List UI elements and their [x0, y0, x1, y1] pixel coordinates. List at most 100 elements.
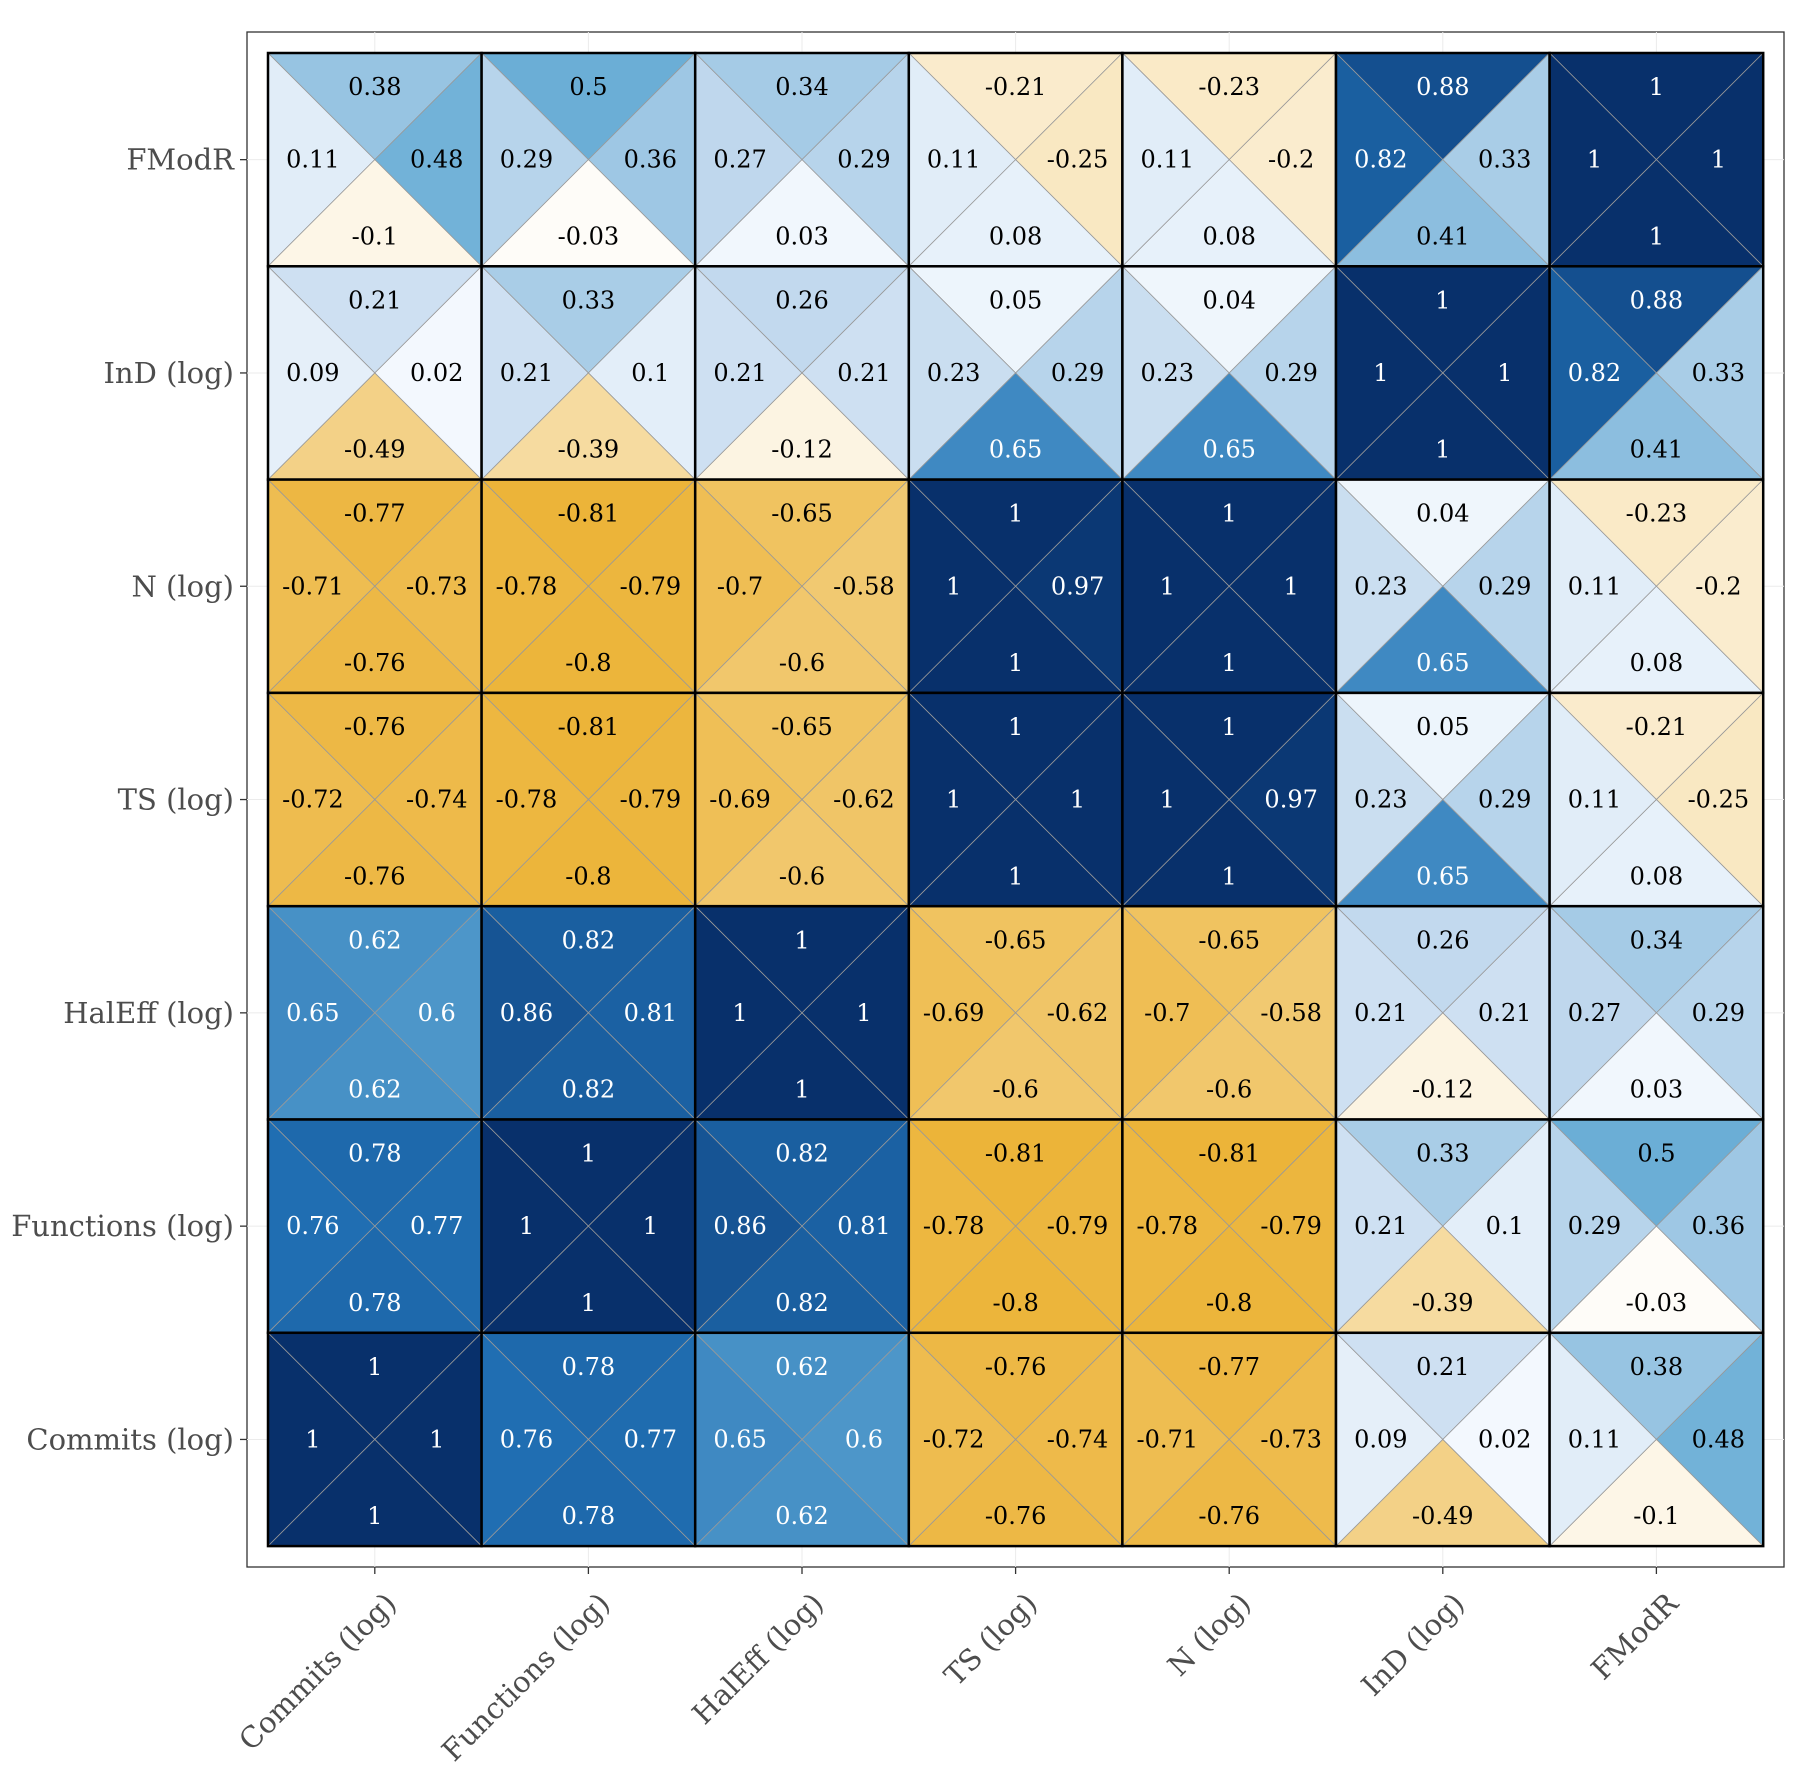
cell-value-top: 0.62 — [775, 1353, 828, 1381]
cell-value-bottom: 0.03 — [775, 222, 828, 250]
cell-value-right: 0.81 — [624, 999, 677, 1027]
cell-value-top: 1 — [1222, 500, 1237, 528]
cell-value-top: -0.65 — [771, 500, 833, 528]
cell-value-left: 1 — [1160, 572, 1175, 600]
cell-value-bottom: 1 — [367, 1502, 382, 1530]
heatmap-cell: 0.04 0.23 0.29 0.65 — [1121, 265, 1338, 481]
heatmap-cell: -0.65 -0.7 -0.58 -0.6 — [693, 478, 911, 695]
cell-value-bottom: -0.49 — [1412, 1502, 1474, 1530]
cell-value-left: 0.21 — [713, 359, 766, 387]
cells: 0.380.11 0.48-0.10.50.29 0.36-0.030.340.27… — [266, 51, 1765, 1548]
cell-value-bottom: -0.6 — [1206, 1076, 1252, 1104]
cell-value-left: 1 — [1373, 359, 1388, 387]
cell-border — [1548, 1331, 1765, 1548]
heatmap-cell: 1 1 1 1 — [480, 1118, 697, 1335]
cell-value-left: 1 — [946, 786, 961, 814]
heatmap-cell: 0.26 0.21 0.21 -0.12 — [693, 265, 911, 481]
heatmap-cell: -0.76 -0.72 -0.74 -0.76 — [907, 1331, 1124, 1548]
cell-value-right: 1 — [643, 1212, 658, 1240]
cell-value-left: -0.78 — [923, 1212, 985, 1240]
cell-value-right: -0.74 — [406, 786, 468, 814]
cell-value-top: 0.34 — [1630, 926, 1683, 954]
cell-value-right: -0.2 — [1268, 146, 1314, 174]
cell-value-left: 1 — [1587, 146, 1602, 174]
cell-value-top: -0.65 — [771, 713, 833, 741]
cell-value-bottom: 1 — [1222, 862, 1237, 890]
cell-value-top: 0.33 — [562, 286, 615, 314]
heatmap-cell: 1 1 1 1 — [1121, 478, 1338, 695]
cell-value-bottom: 0.78 — [348, 1289, 401, 1317]
y-tick-label: FModR — [126, 143, 235, 177]
cell-value-left: 0.76 — [500, 1425, 553, 1453]
cell-value-top: 0.62 — [348, 926, 401, 954]
heatmap-cell: 1 1 1 1 — [266, 1331, 483, 1548]
heatmap-cell: 0.34 0.27 0.29 0.03 — [693, 51, 911, 268]
cell-value-right: 0.77 — [410, 1212, 463, 1240]
cell-value-right: -0.79 — [1260, 1212, 1322, 1240]
heatmap-cell: 0.05 0.23 0.29 0.65 — [1334, 691, 1551, 908]
cell-value-left: 0.86 — [713, 1212, 766, 1240]
heatmap-cell: 0.78 0.76 0.77 0.78 — [266, 1118, 483, 1335]
cell-value-top: 1 — [1008, 500, 1023, 528]
heatmap-cell: 0.5 0.29 0.36 -0.03 — [1548, 1118, 1765, 1335]
x-tick-label: Functions (log) — [435, 1586, 617, 1768]
cell-value-right: -0.25 — [1688, 786, 1750, 814]
x-tick-label: HalEff (log) — [685, 1586, 830, 1731]
cell-value-bottom: -0.12 — [1412, 1076, 1474, 1104]
cell-value-bottom: 1 — [1435, 436, 1450, 464]
cell-value-bottom: -0.39 — [558, 436, 620, 464]
cell-value-right: 1 — [1284, 572, 1299, 600]
heatmap-cell: 1 1 1 1 — [1548, 51, 1765, 268]
cell-value-bottom: -0.39 — [1412, 1289, 1474, 1317]
heatmap-cell: 1 1 1 1 — [693, 904, 911, 1121]
cell-value-left: 0.11 — [1568, 572, 1621, 600]
heatmap-cell: -0.81 -0.78 -0.79 -0.8 — [480, 691, 697, 908]
cell-value-top: 0.38 — [348, 73, 401, 101]
cell-value-right: -0.2 — [1695, 572, 1741, 600]
heatmap-cell: 0.78 0.76 0.77 0.78 — [480, 1331, 697, 1548]
cell-value-right: -0.58 — [833, 572, 895, 600]
cell-value-top: -0.65 — [1198, 926, 1260, 954]
cell-value-bottom: -0.8 — [1206, 1289, 1252, 1317]
cell-value-right: 0.1 — [631, 359, 669, 387]
cell-value-right: -0.79 — [620, 572, 682, 600]
cell-value-top: -0.81 — [985, 1140, 1047, 1168]
heatmap-cell: 0.88 0.82 0.33 0.41 — [1548, 265, 1765, 481]
cell-value-bottom: -0.8 — [565, 862, 611, 890]
cell-value-right: 0.97 — [1264, 786, 1317, 814]
cell-value-top: -0.76 — [344, 713, 406, 741]
cell-value-left: 0.11 — [927, 146, 980, 174]
heatmap-cell: 1 1 1 1 — [1334, 265, 1551, 481]
cell-value-bottom: -0.1 — [352, 222, 398, 250]
cell-value-bottom: 1 — [1008, 862, 1023, 890]
cell-value-top: 0.04 — [1416, 500, 1469, 528]
cell-value-top: 0.26 — [1416, 926, 1469, 954]
cell-value-right: 0.48 — [410, 146, 463, 174]
heatmap-cell: -0.23 0.11 -0.2 0.08 — [1548, 478, 1765, 695]
cell-value-top: 1 — [1435, 286, 1450, 314]
heatmap-cell: 1 1 1 1 — [907, 691, 1124, 908]
cell-value-left: 1 — [305, 1425, 320, 1453]
cell-value-left: -0.71 — [1136, 1425, 1198, 1453]
cell-value-left: 0.21 — [500, 359, 553, 387]
cell-value-right: 0.02 — [1478, 1425, 1531, 1453]
cell-value-right: 1 — [1497, 359, 1512, 387]
cell-value-right: -0.79 — [620, 786, 682, 814]
cell-value-top: -0.81 — [1198, 1140, 1260, 1168]
x-tick-label: TS (log) — [937, 1586, 1043, 1692]
cell-value-right: 0.48 — [1692, 1425, 1745, 1453]
cell-value-right: 0.36 — [1692, 1212, 1745, 1240]
cell-value-top: 0.5 — [569, 73, 607, 101]
cell-value-top: -0.21 — [1626, 713, 1688, 741]
cell-value-bottom: 0.82 — [562, 1076, 615, 1104]
cell-value-bottom: 0.08 — [1202, 222, 1255, 250]
cell-value-bottom: 0.08 — [989, 222, 1042, 250]
heatmap-cell: 1 1 0.97 1 — [1121, 691, 1338, 908]
heatmap-cell: -0.77 -0.71 -0.73 -0.76 — [1121, 1331, 1338, 1548]
cell-value-left: 0.21 — [1354, 999, 1407, 1027]
cell-value-right: 0.29 — [1478, 572, 1531, 600]
cell-value-left: 1 — [1160, 786, 1175, 814]
cell-value-left: 0.65 — [713, 1425, 766, 1453]
heatmap-cell: -0.81 -0.78 -0.79 -0.8 — [907, 1118, 1124, 1335]
heatmap-cell: 1 1 0.97 1 — [907, 478, 1124, 695]
